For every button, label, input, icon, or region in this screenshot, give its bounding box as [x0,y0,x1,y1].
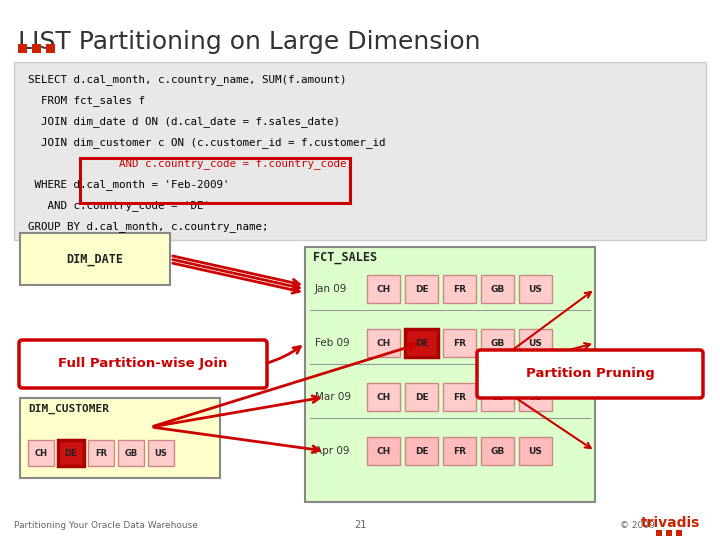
Text: CH: CH [377,447,391,456]
FancyBboxPatch shape [148,440,174,466]
Text: FR: FR [453,285,466,294]
FancyBboxPatch shape [20,233,170,285]
FancyBboxPatch shape [32,44,41,53]
FancyBboxPatch shape [305,247,595,502]
Text: Partition Pruning: Partition Pruning [526,368,654,381]
Text: AND c.country_code = f.country_code): AND c.country_code = f.country_code) [28,158,353,169]
Text: SELECT d.cal_month, c.country_name, SUM(f.amount): SELECT d.cal_month, c.country_name, SUM(… [28,74,346,85]
Text: GB: GB [125,449,138,457]
FancyBboxPatch shape [443,383,476,411]
FancyBboxPatch shape [477,350,703,398]
Text: Feb 09: Feb 09 [315,338,350,348]
Text: CH: CH [377,393,391,402]
FancyBboxPatch shape [443,329,476,357]
FancyBboxPatch shape [481,275,514,303]
Text: FR: FR [453,339,466,348]
FancyBboxPatch shape [19,340,267,388]
FancyBboxPatch shape [676,530,682,536]
FancyBboxPatch shape [18,44,27,53]
Text: DIM_CUSTOMER: DIM_CUSTOMER [28,404,109,414]
FancyBboxPatch shape [367,437,400,465]
Text: GB: GB [490,393,505,402]
Text: trivadis: trivadis [641,516,700,530]
Text: JOIN dim_customer c ON (c.customer_id = f.customer_id: JOIN dim_customer c ON (c.customer_id = … [28,137,385,148]
Text: GROUP BY d.cal_month, c.country_name;: GROUP BY d.cal_month, c.country_name; [28,221,269,232]
Text: AND c.country_code = 'DE': AND c.country_code = 'DE' [28,200,210,211]
FancyBboxPatch shape [481,329,514,357]
Text: FR: FR [95,449,107,457]
FancyBboxPatch shape [519,383,552,411]
FancyBboxPatch shape [405,329,438,357]
Text: Full Partition-wise Join: Full Partition-wise Join [58,357,228,370]
FancyBboxPatch shape [28,440,54,466]
Text: FR: FR [453,393,466,402]
FancyBboxPatch shape [405,437,438,465]
FancyBboxPatch shape [118,440,144,466]
Text: DE: DE [65,449,77,457]
Text: CH: CH [377,285,391,294]
Text: DE: DE [415,339,428,348]
FancyBboxPatch shape [481,383,514,411]
Text: FROM fct_sales f: FROM fct_sales f [28,95,145,106]
Text: DE: DE [415,393,428,402]
Text: Jan 09: Jan 09 [315,284,347,294]
FancyBboxPatch shape [20,398,220,478]
Text: © 2009: © 2009 [620,521,654,530]
Text: US: US [528,393,542,402]
Text: US: US [528,285,542,294]
FancyBboxPatch shape [443,437,476,465]
Text: DE: DE [415,285,428,294]
Text: CH: CH [35,449,48,457]
Text: Partitioning Your Oracle Data Warehouse: Partitioning Your Oracle Data Warehouse [14,521,198,530]
FancyBboxPatch shape [14,62,706,240]
FancyBboxPatch shape [405,275,438,303]
FancyBboxPatch shape [519,437,552,465]
Text: DE: DE [415,447,428,456]
FancyBboxPatch shape [367,383,400,411]
FancyBboxPatch shape [519,329,552,357]
Text: Mar 09: Mar 09 [315,392,351,402]
FancyBboxPatch shape [519,275,552,303]
FancyBboxPatch shape [443,275,476,303]
Text: US: US [528,447,542,456]
FancyBboxPatch shape [666,530,672,536]
Text: US: US [155,449,167,457]
FancyBboxPatch shape [367,329,400,357]
Text: GB: GB [490,285,505,294]
FancyBboxPatch shape [367,275,400,303]
Text: US: US [528,339,542,348]
FancyBboxPatch shape [656,530,662,536]
Text: FR: FR [453,447,466,456]
FancyBboxPatch shape [46,44,55,53]
FancyBboxPatch shape [58,440,84,466]
Text: Apr 09: Apr 09 [315,446,349,456]
Text: LIST Partitioning on Large Dimension: LIST Partitioning on Large Dimension [18,30,480,54]
FancyBboxPatch shape [405,383,438,411]
FancyBboxPatch shape [88,440,114,466]
Text: JOIN dim_date d ON (d.cal_date = f.sales_date): JOIN dim_date d ON (d.cal_date = f.sales… [28,116,340,127]
Text: DIM_DATE: DIM_DATE [66,253,124,266]
Text: GB: GB [490,339,505,348]
Text: 21: 21 [354,520,366,530]
Text: FCT_SALES: FCT_SALES [313,251,377,264]
Text: CH: CH [377,339,391,348]
Text: GB: GB [490,447,505,456]
Text: WHERE d.cal_month = 'Feb-2009': WHERE d.cal_month = 'Feb-2009' [28,179,230,190]
FancyBboxPatch shape [481,437,514,465]
